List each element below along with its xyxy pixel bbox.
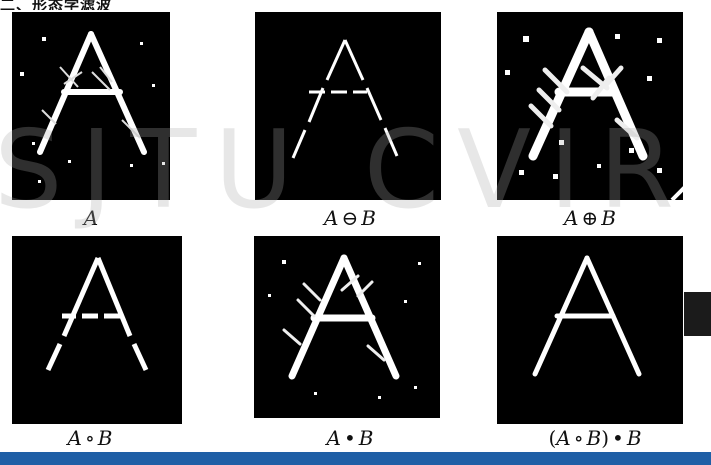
header-fragment: 二、形态学滤波 [0, 0, 240, 10]
caption-symbol: A [83, 206, 99, 230]
image-opening [45, 257, 149, 372]
caption-symbol: B [586, 426, 602, 450]
caption-original: A [12, 205, 170, 231]
panel-open-close [497, 236, 683, 424]
caption-symbol: A [564, 206, 579, 230]
caption-erosion: A ⊖ B [290, 205, 410, 231]
panel-dilation [497, 12, 683, 200]
caption-operator: • [612, 426, 624, 450]
image-dilation [505, 27, 662, 179]
side-tab [684, 292, 711, 336]
header-title: 二、形态学滤波 [0, 0, 113, 10]
panel-opening [12, 236, 182, 424]
chevron-up-icon[interactable] [664, 172, 704, 212]
image-erosion [291, 39, 399, 159]
caption-operator: ∘ [84, 426, 95, 450]
caption-operator: ∘ [573, 426, 584, 450]
caption-operator: ) [601, 426, 610, 450]
caption-symbol: B [361, 206, 376, 230]
image-open-close [532, 255, 642, 377]
image-closing [268, 254, 421, 399]
caption-symbol: A [67, 426, 82, 450]
caption-symbol: A [324, 206, 339, 230]
panel-erosion [255, 12, 441, 200]
caption-symbol: B [358, 426, 374, 450]
caption-symbol: B [97, 426, 113, 450]
panel-closing [254, 236, 440, 418]
caption-operator: ⊖ [341, 206, 359, 230]
image-original [20, 31, 165, 183]
caption-operator: ⊕ [581, 206, 599, 230]
caption-symbol: B [626, 426, 642, 450]
panel-original [12, 12, 170, 200]
caption-open-close: (A ∘ B) • B [515, 425, 675, 451]
caption-opening: A ∘ B [30, 425, 150, 451]
caption-closing: A • B [290, 425, 410, 451]
caption-symbol: A [326, 426, 341, 450]
bottom-accent-bar [0, 452, 711, 465]
caption-symbol: B [601, 206, 616, 230]
caption-symbol: A [556, 426, 571, 450]
caption-operator: ( [548, 426, 557, 450]
caption-dilation: A ⊕ B [530, 205, 650, 231]
caption-operator: • [343, 426, 356, 450]
